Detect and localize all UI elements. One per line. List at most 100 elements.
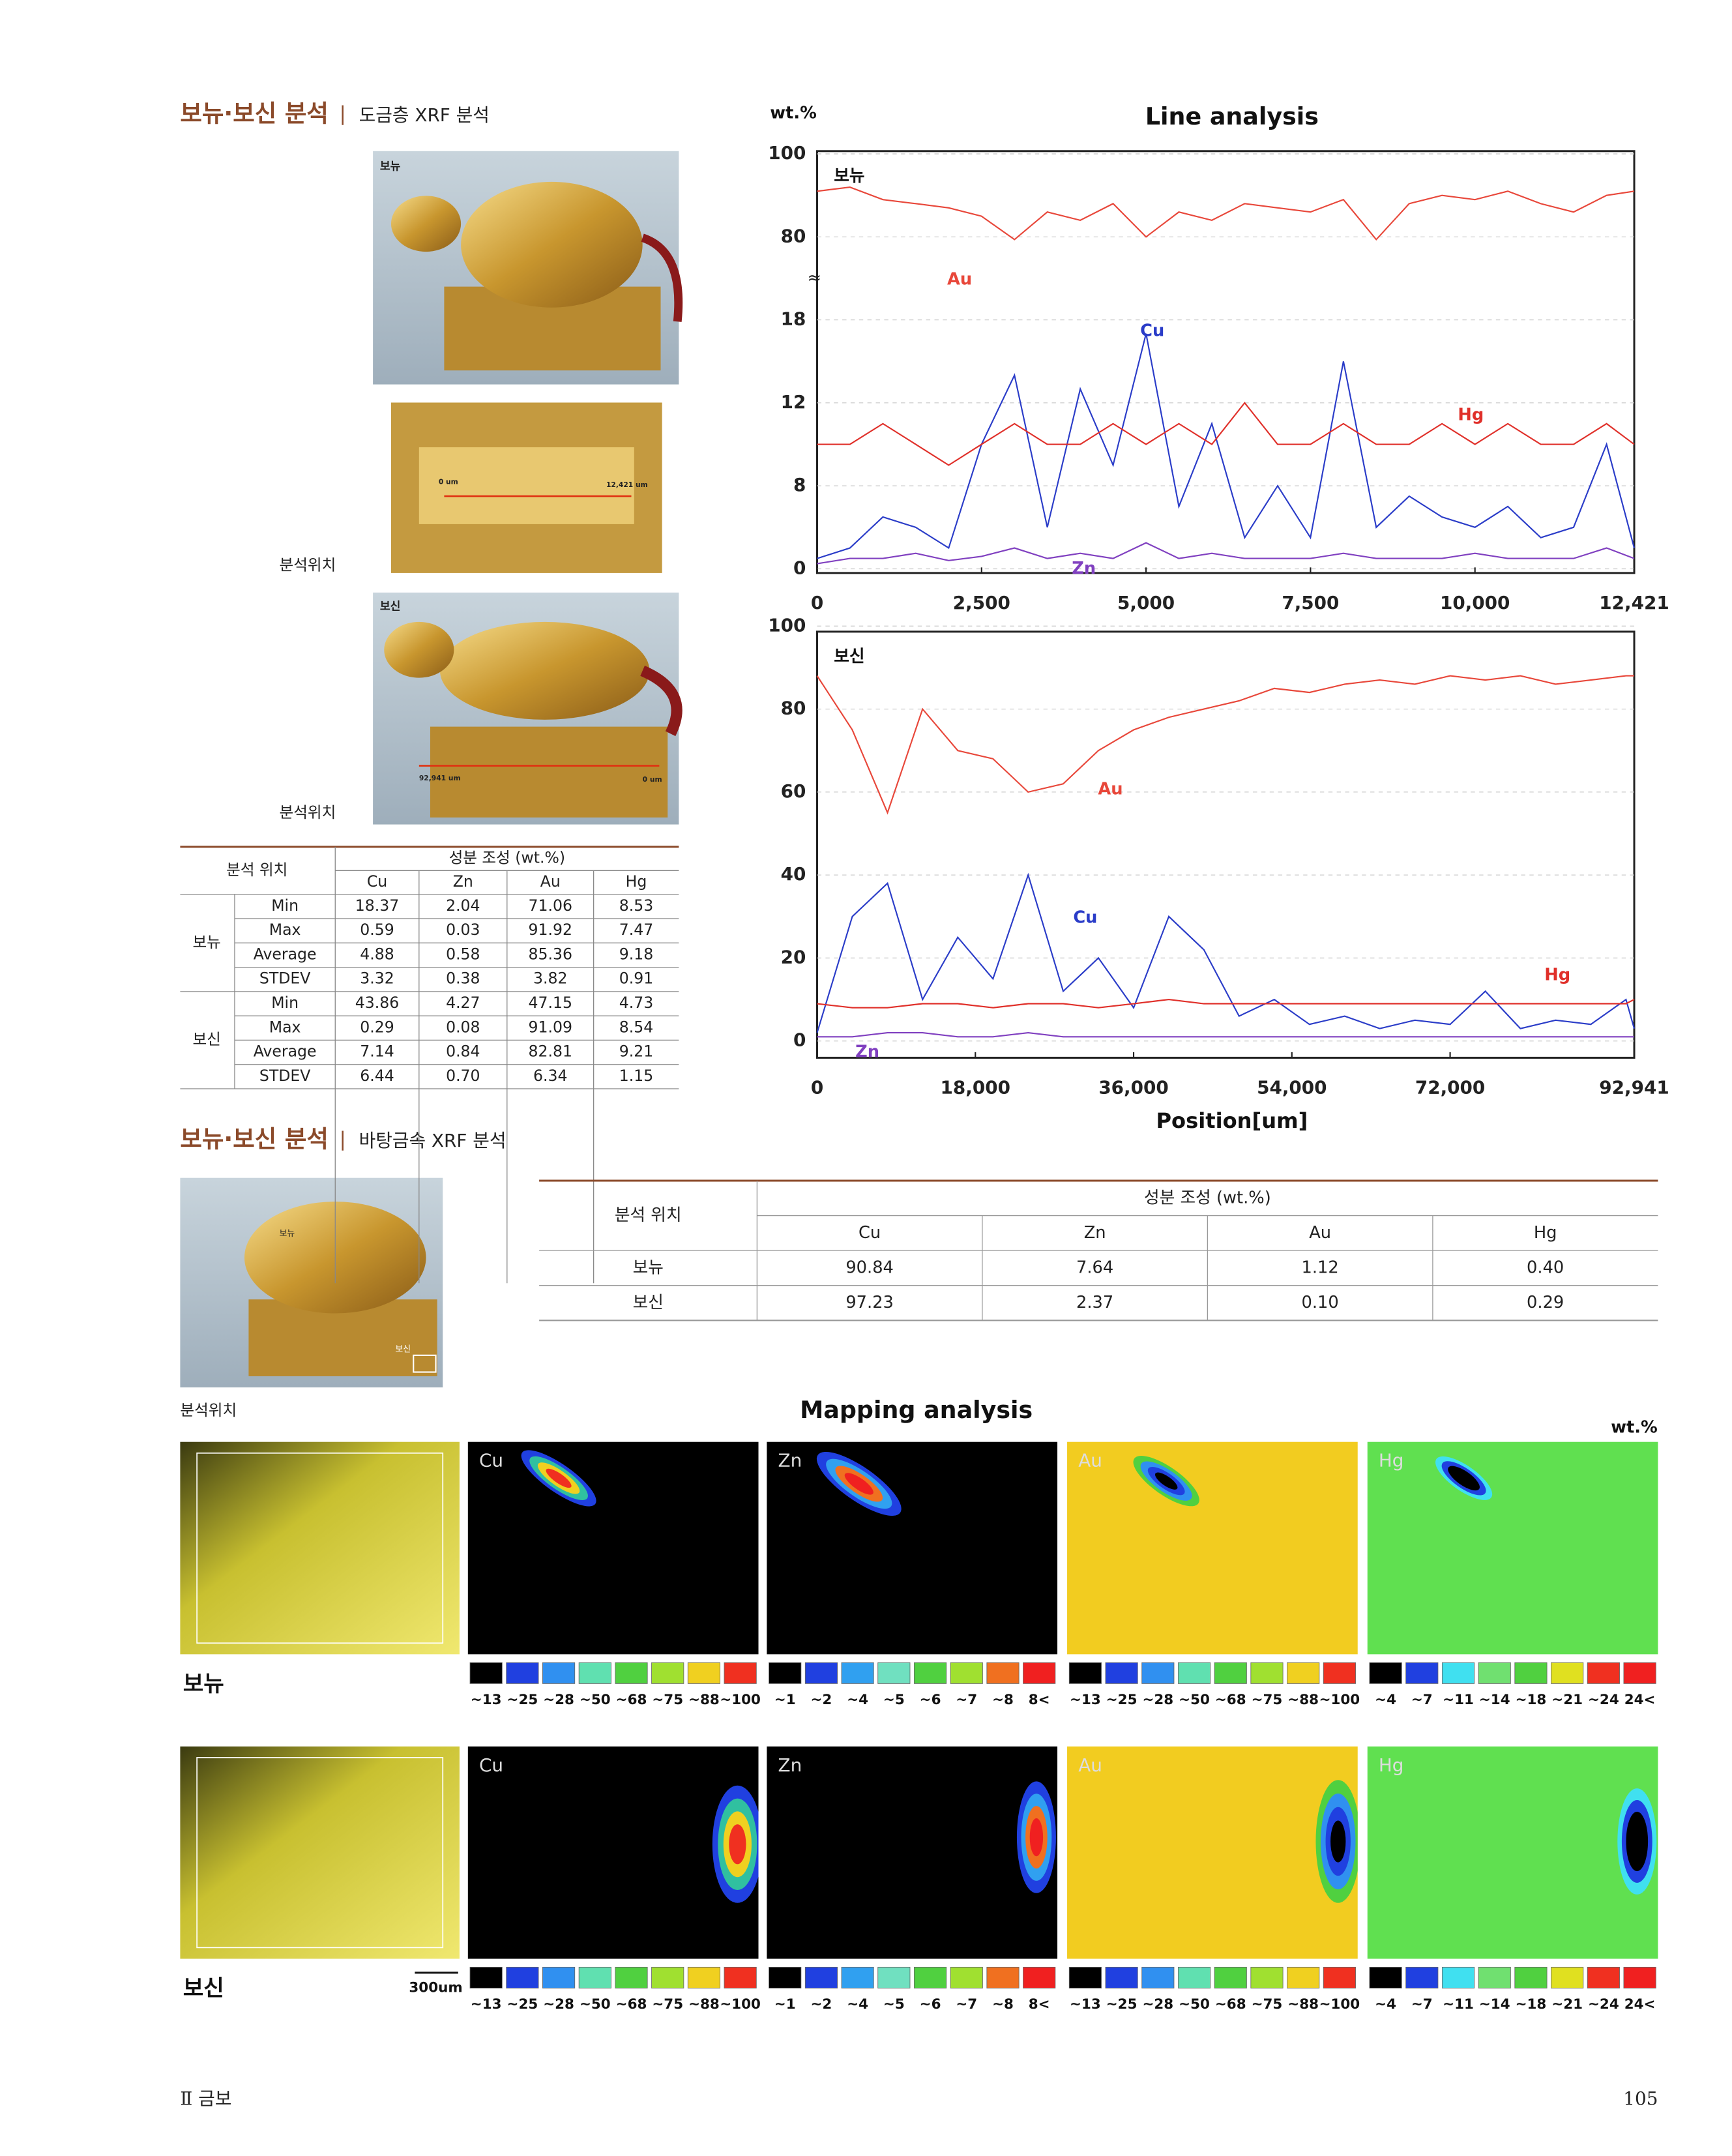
scale-label: ~100	[720, 1692, 761, 1708]
y-axis-label: wt.%	[770, 103, 817, 123]
scale-label: ~68	[616, 1692, 647, 1708]
column-header: Zn	[1084, 1223, 1106, 1243]
scale-label: ~5	[883, 1996, 905, 2013]
table-cell: 1.12	[1302, 1258, 1339, 1277]
photo-tag: 보신	[395, 1345, 411, 1355]
scale-label: ~21	[1551, 1996, 1583, 2013]
row-label: STDEV	[259, 1067, 310, 1085]
scale-label: ~1	[774, 1692, 796, 1708]
photo-base-metal	[180, 1177, 443, 1388]
color-swatch	[469, 1966, 503, 1988]
color-swatch	[1214, 1966, 1247, 1988]
scale-label: ~7	[1411, 1996, 1433, 2013]
color-swatch	[1514, 1662, 1548, 1684]
series-label: Hg	[1544, 966, 1570, 985]
map-blob	[1454, 1471, 1474, 1486]
y-tick-label: 12	[781, 391, 806, 413]
y-tick-label: 0	[793, 557, 806, 578]
series-label: Hg	[1458, 405, 1484, 424]
map-panel	[467, 1746, 759, 1959]
scale-label: ~4	[1375, 1996, 1396, 2013]
color-swatch	[542, 1662, 576, 1684]
y-tick-label: 18	[781, 308, 806, 330]
map-panel	[1367, 1441, 1658, 1655]
color-swatch	[1551, 1966, 1584, 1988]
scale-label: ~28	[543, 1996, 574, 2013]
color-swatch	[1587, 1966, 1620, 1988]
scale-label: ~68	[1215, 1996, 1246, 2013]
scale-label: 24<	[1624, 1692, 1656, 1708]
photo-bonyu	[373, 151, 683, 385]
scale-label: ~2	[811, 1692, 832, 1708]
color-swatch	[687, 1662, 721, 1684]
series-label: Au	[947, 269, 972, 289]
scale-label: ~24	[1588, 1692, 1619, 1708]
color-swatch	[913, 1966, 947, 1988]
color-swatch	[724, 1966, 757, 1988]
map-blob	[1154, 1472, 1178, 1490]
scale-label: ~88	[688, 1692, 720, 1708]
photo-bosin	[373, 592, 683, 825]
scale-label: ~24	[1588, 1996, 1619, 2013]
section-subtitle: 도금층 XRF 분석	[359, 104, 490, 126]
x-tick-label: 72,000	[1415, 1077, 1485, 1099]
table-cell: 0.40	[1527, 1258, 1564, 1277]
scale-label: ~18	[1516, 1692, 1547, 1708]
scale-label: ~14	[1479, 1692, 1510, 1708]
color-swatch	[769, 1662, 802, 1684]
table-cell: 9.18	[619, 945, 653, 963]
table-cell: 0.29	[1527, 1293, 1564, 1312]
panel-label: Hg	[1379, 1450, 1404, 1471]
y-tick-label: 100	[768, 614, 806, 636]
x-tick-label: 2,500	[953, 592, 1010, 613]
series-line	[817, 333, 1636, 559]
row-label: Max	[269, 1018, 301, 1036]
scale-label: ~11	[1443, 1996, 1474, 2013]
series-line	[817, 186, 1635, 241]
scale-label: ~7	[1411, 1692, 1433, 1708]
color-swatch	[1023, 1966, 1056, 1988]
row-group: 보뉴	[192, 933, 220, 951]
photo-tag: 0 um	[439, 478, 458, 486]
map-panel	[1067, 1746, 1358, 1959]
x-tick-label: 7,500	[1282, 592, 1339, 613]
color-swatch	[1587, 1662, 1620, 1684]
column-header: Hg	[626, 872, 647, 891]
row-label: STDEV	[259, 969, 310, 988]
panel-label: Au	[1078, 1754, 1102, 1776]
scale-label: ~100	[1319, 1996, 1360, 2013]
map-blob	[1630, 1823, 1644, 1860]
color-swatch	[1551, 1662, 1584, 1684]
map-blob	[729, 1824, 746, 1865]
color-swatch	[913, 1662, 947, 1684]
scale-label: ~50	[1179, 1692, 1210, 1708]
color-swatch	[724, 1662, 757, 1684]
column-header: Cu	[859, 1223, 881, 1243]
color-swatch	[1405, 1662, 1439, 1684]
y-tick-label: 80	[781, 698, 806, 719]
scale-label: ~28	[543, 1692, 574, 1708]
color-swatch	[986, 1966, 1020, 1988]
table-cell: 8.54	[619, 1018, 653, 1036]
x-tick-label: 10,000	[1440, 592, 1510, 613]
color-swatch	[1023, 1662, 1056, 1684]
photo-tag: 92,941 um	[419, 774, 461, 782]
table-cell: 0.10	[1302, 1293, 1339, 1312]
row-label: 보신	[633, 1293, 664, 1312]
scale-label: ~28	[1142, 1692, 1173, 1708]
color-swatch	[506, 1966, 539, 1988]
series-label: Zn	[1072, 559, 1096, 578]
scale-label: ~100	[1319, 1692, 1360, 1708]
plot-frame	[816, 630, 1636, 1059]
caption: 분석위치	[280, 556, 336, 574]
panel-label: 보뉴	[834, 166, 864, 186]
column-header: Au	[1309, 1223, 1331, 1243]
table-cell: 9.21	[619, 1042, 653, 1061]
series-label: Zn	[855, 1042, 879, 1061]
scale-label: ~14	[1479, 1996, 1510, 2013]
x-axis-label: Position[um]	[1156, 1108, 1308, 1133]
table-cell: 0.91	[619, 969, 653, 988]
color-swatch	[877, 1662, 911, 1684]
color-swatch	[1623, 1662, 1656, 1684]
row-label: 보뉴	[183, 1671, 224, 1697]
